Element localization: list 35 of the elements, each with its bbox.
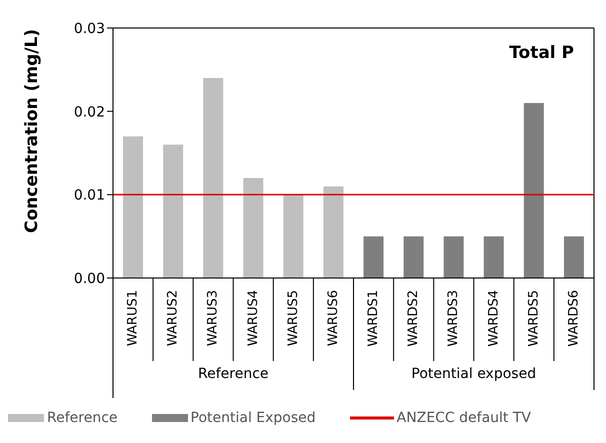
bar	[123, 136, 144, 278]
x-tick-label: WARDS1	[366, 290, 382, 347]
y-axis-title: Concentration (mg/L)	[22, 28, 42, 233]
bar	[444, 236, 464, 278]
x-tick-label: WARUS6	[326, 290, 341, 346]
x-tick-label: WARDS4	[486, 290, 502, 347]
legend-label: Reference	[47, 410, 118, 426]
bar	[404, 236, 424, 278]
x-tick-label: WARDS3	[446, 290, 462, 347]
x-tick-label: WARUS3	[206, 290, 221, 346]
bar	[243, 178, 264, 278]
x-tick-label: WARDS5	[526, 290, 542, 347]
bar	[484, 236, 504, 278]
x-tick-label: WARUS4	[246, 290, 261, 346]
y-tick-label: 0.02	[74, 104, 105, 120]
bar	[524, 103, 544, 278]
y-tick-label: 0.01	[74, 188, 105, 204]
y-tick-label: 0.00	[74, 270, 105, 287]
bar	[564, 236, 584, 278]
x-tick-label: WARDS2	[406, 290, 422, 347]
legend-label: Potential Exposed	[190, 410, 316, 426]
bar	[323, 186, 344, 278]
legend-label: ANZECC default TV	[396, 410, 531, 426]
x-tick-label: WARUS1	[126, 290, 141, 346]
text: Potential exposed	[411, 366, 536, 382]
bar	[163, 144, 184, 278]
text: Total P	[509, 43, 574, 63]
text: Reference	[198, 366, 268, 382]
x-tick-label: WARDS6	[566, 290, 582, 347]
x-tick-label: WARUS2	[166, 290, 181, 346]
bar	[203, 78, 224, 278]
bar	[283, 194, 304, 278]
y-tick-label: 0.03	[74, 20, 105, 37]
x-tick-label: WARUS5	[286, 290, 301, 346]
bar	[364, 236, 384, 278]
